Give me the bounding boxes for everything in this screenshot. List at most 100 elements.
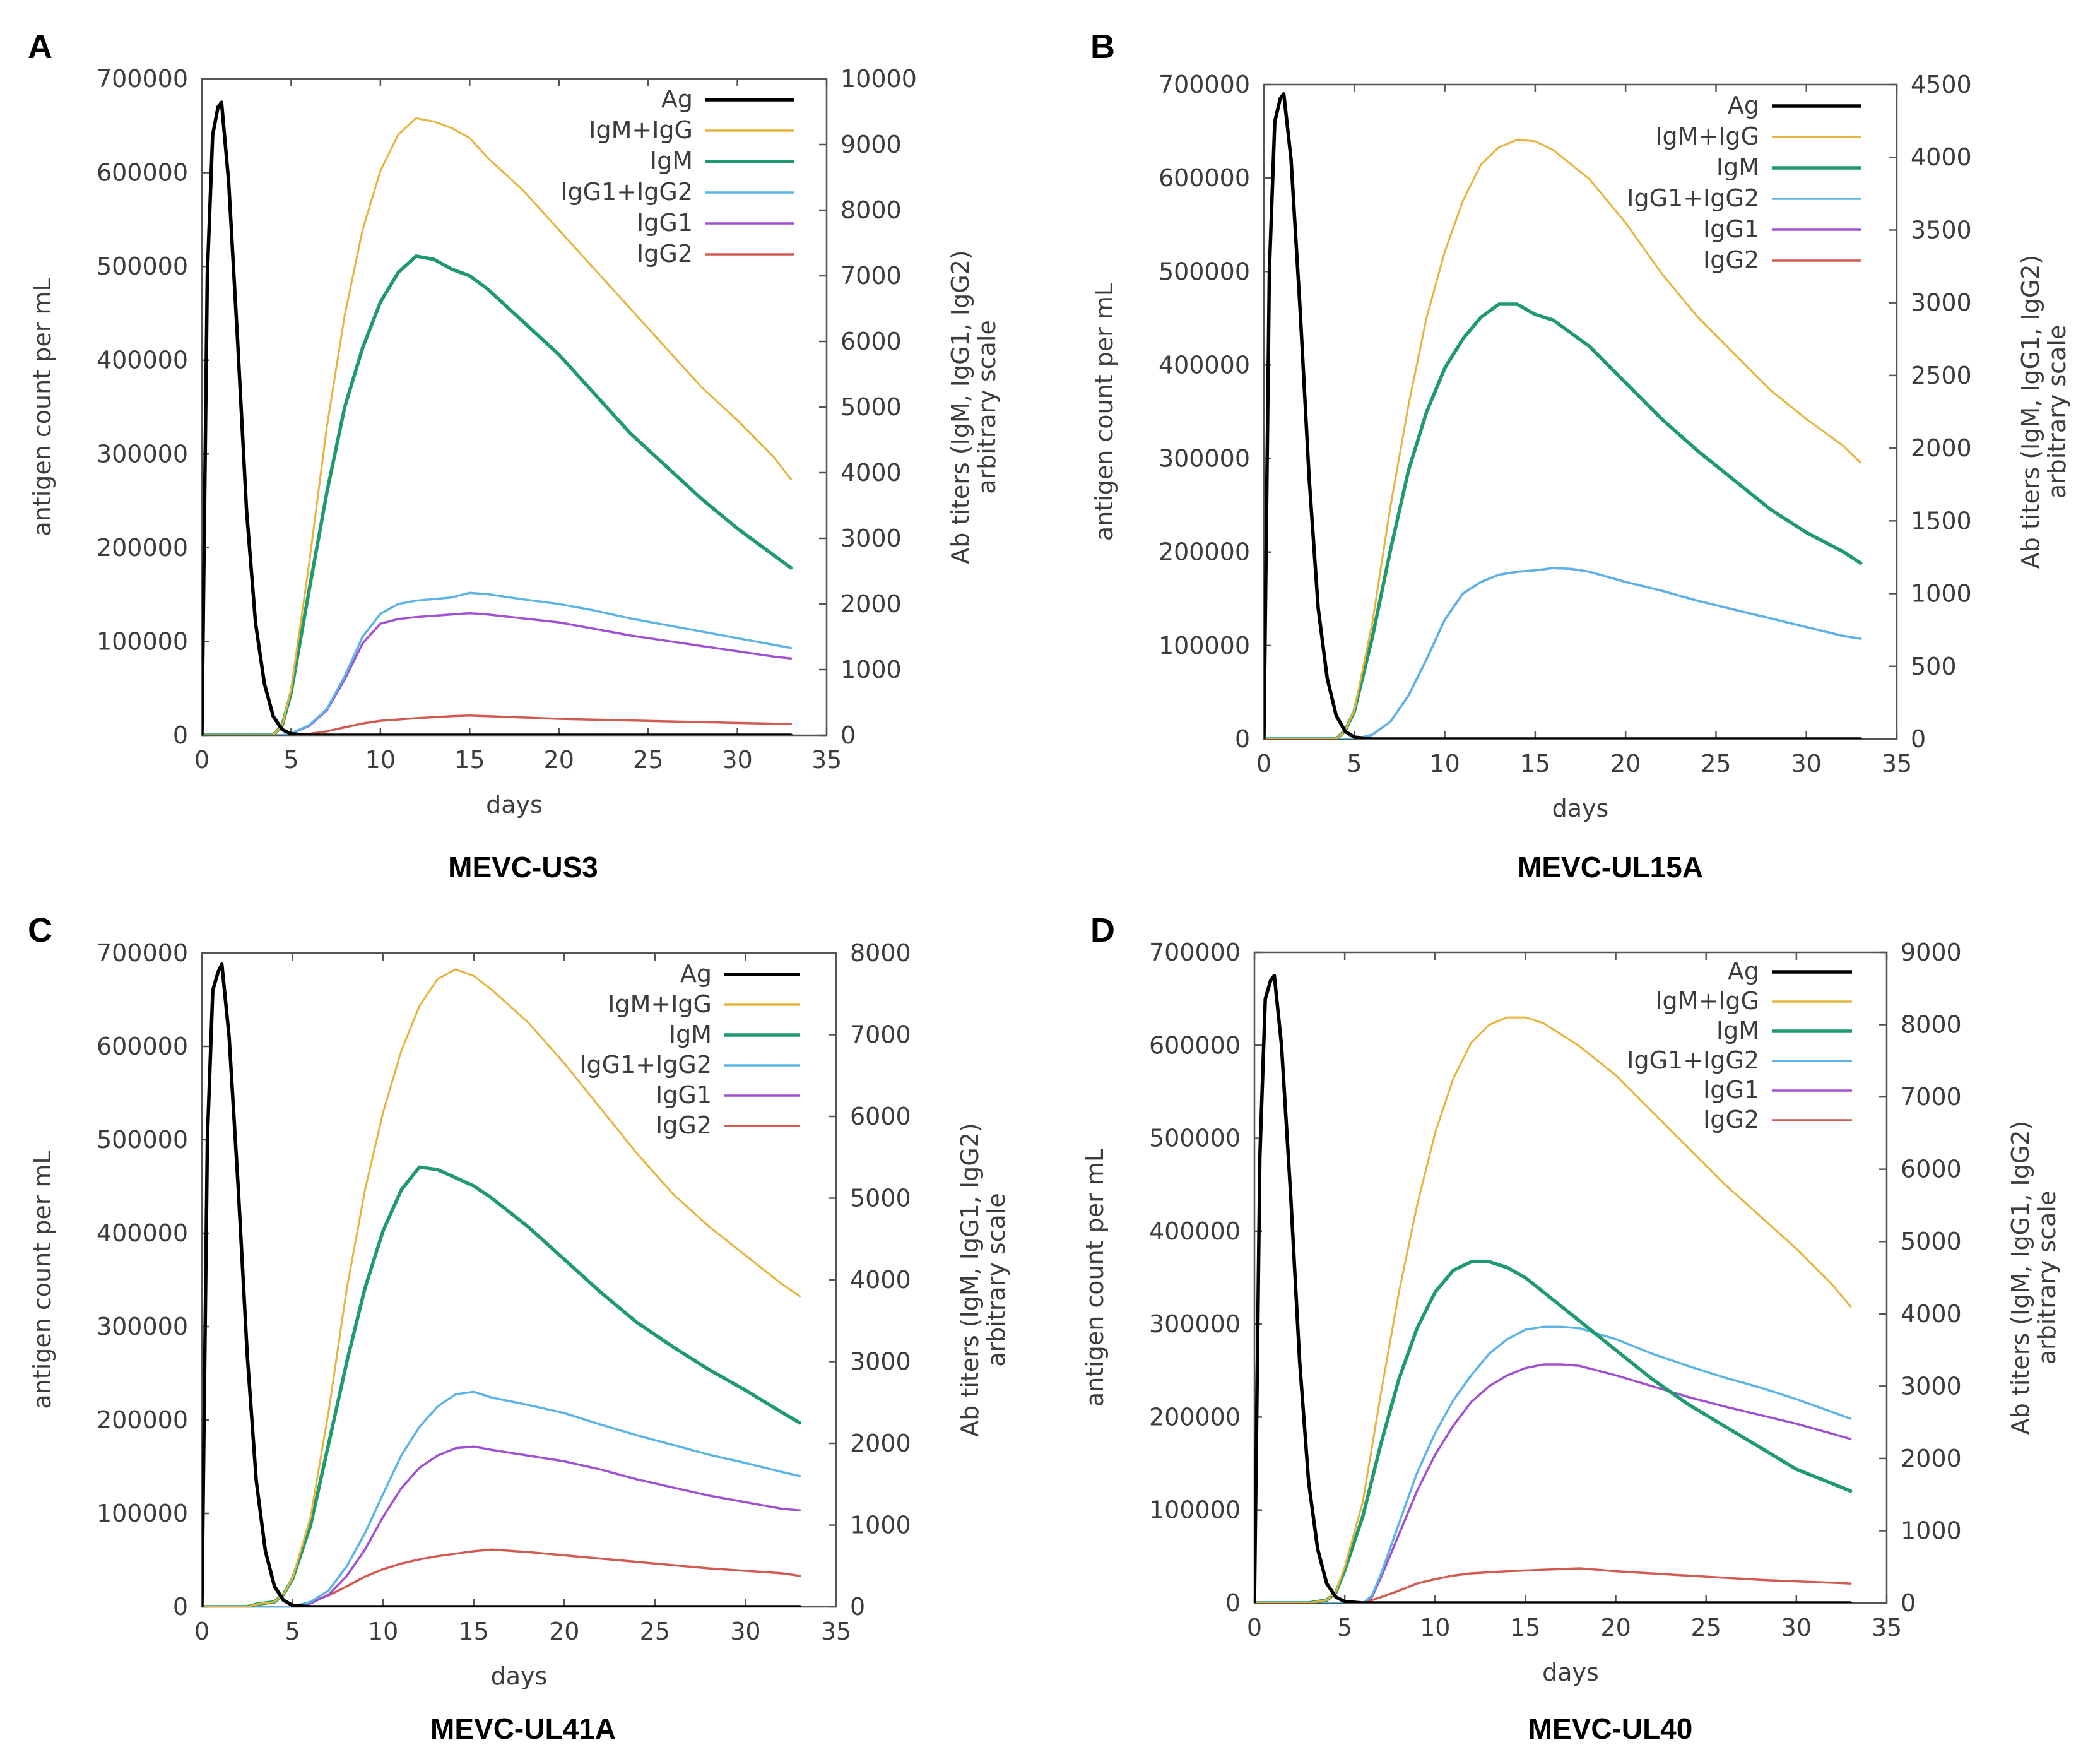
y-tick-label-right: 0 [850, 1593, 865, 1621]
legend-label: Ag [1728, 92, 1759, 119]
legend-label: IgG1+IgG2 [1627, 184, 1759, 212]
series-line-igm [202, 254, 793, 735]
y-tick-label-left: 500000 [97, 252, 188, 280]
y-axis-label-right: Ab titers (IgM, IgG1, IgG2) [2007, 1121, 2034, 1435]
series-line-igg1-plus-igg2 [202, 591, 793, 735]
y-axis-label-right: Ab titers (IgM, IgG1, IgG2) [947, 250, 974, 564]
y-tick-label-left: 200000 [97, 1406, 188, 1434]
x-axis-label: days [486, 791, 543, 819]
series-line-ag [202, 100, 793, 735]
x-tick-label: 20 [549, 1618, 579, 1645]
legend-label: IgG1 [637, 209, 693, 237]
y-tick-label-left: 0 [1235, 725, 1250, 753]
y-tick-label-left: 500000 [1159, 257, 1250, 285]
y-tick-label-left: 300000 [97, 440, 188, 468]
legend-label: IgG1+IgG2 [1627, 1046, 1759, 1074]
x-tick-label: 15 [1520, 750, 1550, 778]
y-axis-label-left: antigen count per mL [1090, 283, 1118, 541]
series-line-igm-plus-igg [202, 117, 792, 735]
x-tick-label: 35 [821, 1618, 851, 1645]
y-axis-label-right: Ab titers (IgM, IgG1, IgG2) [2017, 255, 2044, 569]
legend-label: IgG1+IgG2 [579, 1051, 712, 1079]
y-tick-label-right: 500 [1911, 653, 1957, 680]
y-tick-label-left: 200000 [1159, 538, 1250, 566]
series-line-igg2 [202, 1548, 801, 1607]
y-tick-label-left: 100000 [97, 627, 188, 655]
legend-label: IgG2 [1703, 1106, 1759, 1133]
legend-label: IgG2 [656, 1111, 712, 1139]
y-axis-label-left: antigen count per mL [1081, 1149, 1109, 1407]
x-tick-label: 35 [1872, 1614, 1902, 1642]
series-line-igm [202, 1165, 802, 1607]
y-tick-label-right: 5000 [1901, 1228, 1962, 1255]
y-tick-label-right: 6000 [841, 328, 902, 355]
y-tick-label-left: 600000 [1159, 164, 1250, 192]
y-axis-label-right-sub: arbitrary scale [973, 320, 1001, 494]
y-tick-label-right: 1000 [1901, 1517, 1962, 1544]
series-group [202, 962, 802, 1607]
series-line-igm-plus-igg [1254, 1016, 1852, 1603]
y-tick-label-left: 300000 [1159, 445, 1250, 473]
series-line-igg1-plus-igg2 [1264, 567, 1862, 739]
y-tick-label-right: 0 [1911, 725, 1926, 753]
x-tick-label: 25 [1701, 750, 1731, 778]
plot-frame [201, 952, 837, 1608]
legend-label: IgG1 [1703, 215, 1759, 243]
series-line-igg2 [202, 714, 793, 735]
series-line-igg1-plus-igg2 [202, 1390, 801, 1607]
legend-label: IgM+IgG [608, 990, 712, 1018]
x-tick-label: 5 [1337, 1614, 1352, 1642]
legend-label: IgM [1716, 1017, 1759, 1044]
y-tick-label-left: 200000 [1149, 1403, 1241, 1431]
legend-label: IgG2 [1703, 246, 1759, 274]
legend-label: Ag [680, 960, 712, 988]
y-tick-label-right: 2000 [1911, 434, 1972, 462]
y-tick-label-right: 7000 [841, 262, 902, 290]
y-tick-label-right: 8000 [850, 939, 911, 967]
plot-frame [1253, 951, 1888, 1604]
y-tick-label-right: 9000 [841, 131, 902, 158]
series-line-igm [1254, 1260, 1853, 1603]
y-tick-label-right: 4000 [1901, 1300, 1962, 1328]
legend-label: IgG1 [1703, 1076, 1759, 1104]
y-tick-label-right: 2500 [1911, 362, 1972, 389]
y-axis-label-right-sub: arbitrary scale [2033, 1191, 2061, 1365]
x-tick-label: 30 [722, 746, 752, 774]
y-tick-label-right: 0 [841, 721, 856, 749]
panel-letter: B [1090, 28, 1115, 66]
legend-label: IgG1+IgG2 [560, 178, 693, 206]
legend-label: IgM+IgG [589, 116, 693, 144]
y-tick-label-right: 3000 [841, 524, 902, 552]
x-tick-label: 35 [811, 746, 842, 774]
y-tick-label-left: 100000 [97, 1500, 188, 1527]
series-group [1254, 974, 1853, 1603]
series-line-ag [202, 962, 802, 1607]
x-tick-label: 20 [1600, 1614, 1631, 1642]
series-line-igm-plus-igg [202, 968, 801, 1607]
y-tick-label-right: 6000 [1901, 1156, 1962, 1183]
legend-label: IgM+IgG [1655, 122, 1759, 150]
y-tick-label-right: 4000 [1911, 143, 1972, 171]
x-tick-label: 20 [1610, 750, 1641, 778]
series-line-igm [1264, 302, 1863, 739]
y-tick-label-left: 600000 [97, 159, 188, 187]
x-tick-label: 5 [1347, 750, 1362, 778]
panel-title: MEVC-US3 [448, 851, 598, 884]
y-tick-label-right: 8000 [1901, 1011, 1962, 1039]
y-tick-label-right: 5000 [850, 1185, 911, 1212]
y-tick-label-left: 400000 [1159, 351, 1250, 379]
y-tick-label-right: 6000 [850, 1103, 911, 1130]
legend-label: IgM [669, 1020, 712, 1048]
x-tick-label: 30 [1791, 750, 1822, 778]
plot-frame [1263, 83, 1898, 740]
legend-label: IgM [1716, 153, 1759, 181]
y-tick-label-left: 600000 [1149, 1031, 1241, 1059]
y-tick-label-right: 4500 [1911, 71, 1972, 98]
y-tick-label-right: 2000 [1901, 1445, 1962, 1472]
